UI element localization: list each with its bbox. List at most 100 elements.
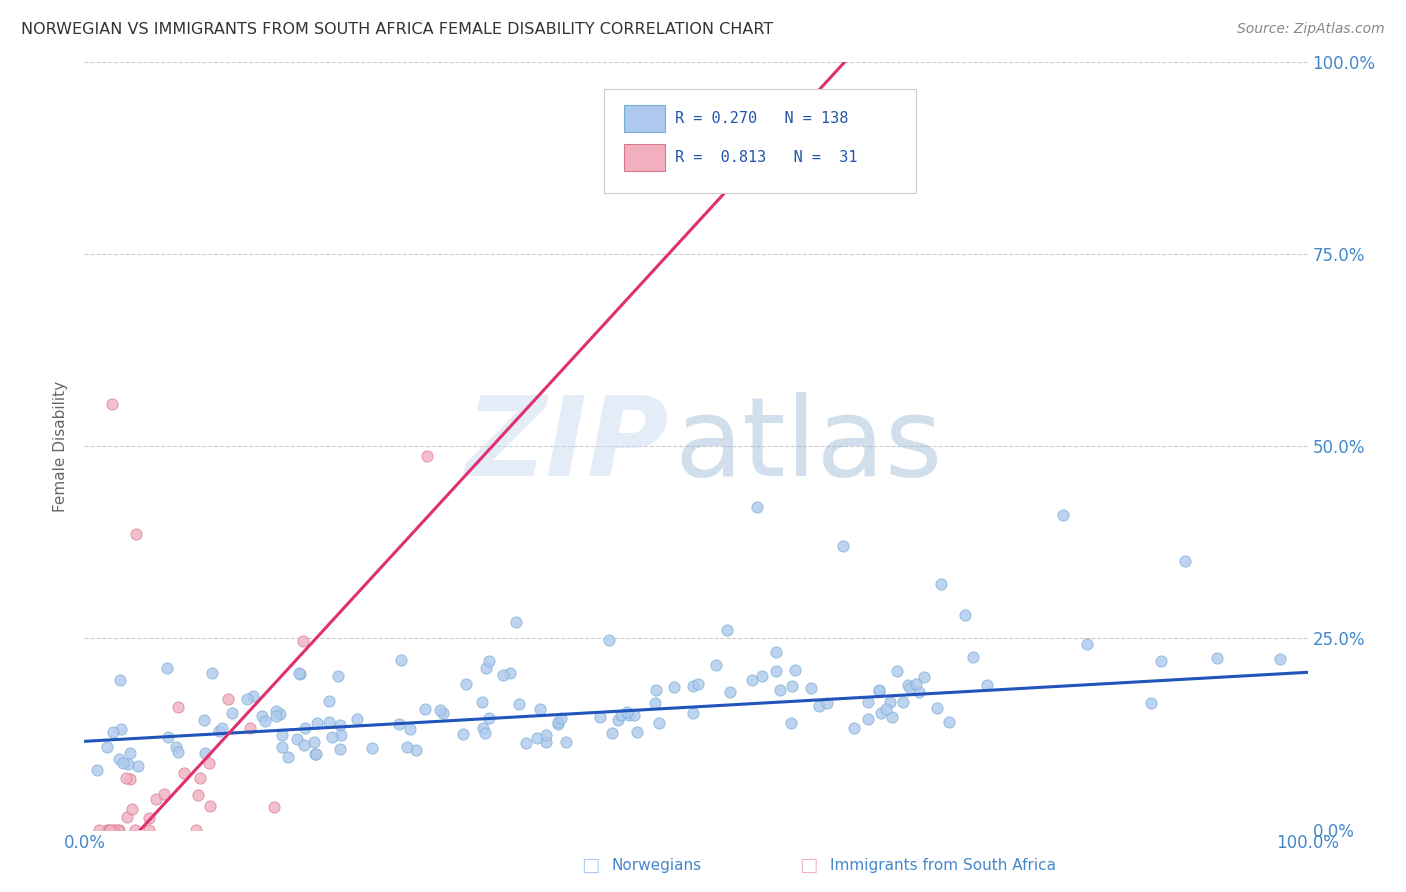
Point [515, 736, 537, 750]
Point [96, 822, 118, 837]
Point [201, 665, 224, 680]
Point [416, 449, 439, 463]
Point [307, 716, 329, 731]
Point [138, 822, 160, 837]
Point [1205, 650, 1227, 665]
Point [875, 701, 897, 715]
Point [346, 713, 368, 727]
Point [534, 728, 557, 742]
Point [478, 654, 501, 668]
Point [107, 822, 129, 837]
Point [429, 702, 451, 716]
Point [188, 771, 211, 785]
Point [807, 698, 830, 713]
Point [395, 740, 418, 755]
Point [478, 711, 501, 725]
Point [856, 696, 879, 710]
Point [329, 728, 352, 742]
Point [880, 710, 903, 724]
Point [938, 714, 960, 729]
Point [98, 822, 121, 837]
Point [600, 726, 623, 740]
Point [187, 789, 209, 803]
Point [193, 713, 215, 727]
Point [253, 714, 276, 728]
Point [305, 747, 328, 761]
Point [264, 709, 287, 723]
Point [844, 721, 866, 735]
Point [218, 692, 240, 706]
Point [86, 763, 108, 777]
Point [623, 708, 645, 723]
Point [184, 822, 207, 837]
Point [115, 771, 138, 785]
Point [157, 731, 180, 745]
Point [269, 707, 291, 722]
Point [550, 710, 572, 724]
Point [117, 810, 139, 824]
Point [145, 792, 167, 806]
Point [173, 766, 195, 780]
Point [236, 691, 259, 706]
Point [891, 696, 914, 710]
Point [165, 740, 187, 755]
Point [765, 664, 787, 678]
Text: R = 0.270   N = 138: R = 0.270 N = 138 [675, 111, 849, 126]
Point [616, 705, 638, 719]
Point [153, 787, 176, 801]
Point [1174, 554, 1197, 568]
Point [858, 712, 880, 726]
Point [870, 706, 893, 721]
Point [780, 679, 803, 693]
Point [413, 702, 436, 716]
Point [897, 678, 920, 692]
Point [101, 397, 124, 411]
Point [288, 667, 311, 681]
Point [127, 759, 149, 773]
Point [104, 822, 127, 837]
Point [765, 645, 787, 659]
Point [1270, 652, 1292, 666]
Point [250, 709, 273, 723]
Point [194, 746, 217, 760]
Point [534, 734, 557, 748]
Point [682, 706, 704, 721]
Point [1052, 508, 1074, 522]
Point [747, 500, 769, 515]
Point [976, 677, 998, 691]
Point [962, 650, 984, 665]
Text: Norwegians: Norwegians [612, 858, 702, 872]
Point [704, 657, 727, 672]
Point [451, 727, 474, 741]
Point [304, 747, 326, 761]
Text: atlas: atlas [673, 392, 942, 500]
Point [288, 665, 311, 680]
Point [547, 714, 569, 729]
Point [662, 680, 685, 694]
Point [121, 801, 143, 815]
Point [285, 731, 308, 746]
Point [905, 677, 928, 691]
Text: Source: ZipAtlas.com: Source: ZipAtlas.com [1237, 22, 1385, 37]
Point [328, 669, 350, 683]
Text: NORWEGIAN VS IMMIGRANTS FROM SOUTH AFRICA FEMALE DISABILITY CORRELATION CHART: NORWEGIAN VS IMMIGRANTS FROM SOUTH AFRIC… [21, 22, 773, 37]
Point [529, 701, 551, 715]
Point [925, 701, 948, 715]
Point [387, 716, 409, 731]
Point [598, 633, 620, 648]
FancyBboxPatch shape [605, 89, 917, 193]
Point [1076, 637, 1098, 651]
Point [617, 708, 640, 723]
Point [318, 694, 340, 708]
Point [221, 706, 243, 721]
Point [499, 665, 522, 680]
Point [471, 695, 494, 709]
Text: □: □ [799, 855, 818, 875]
Point [953, 607, 976, 622]
Point [328, 718, 350, 732]
Point [125, 527, 148, 541]
Point [474, 725, 496, 739]
Point [626, 725, 648, 739]
Point [785, 663, 807, 677]
Point [120, 746, 142, 760]
